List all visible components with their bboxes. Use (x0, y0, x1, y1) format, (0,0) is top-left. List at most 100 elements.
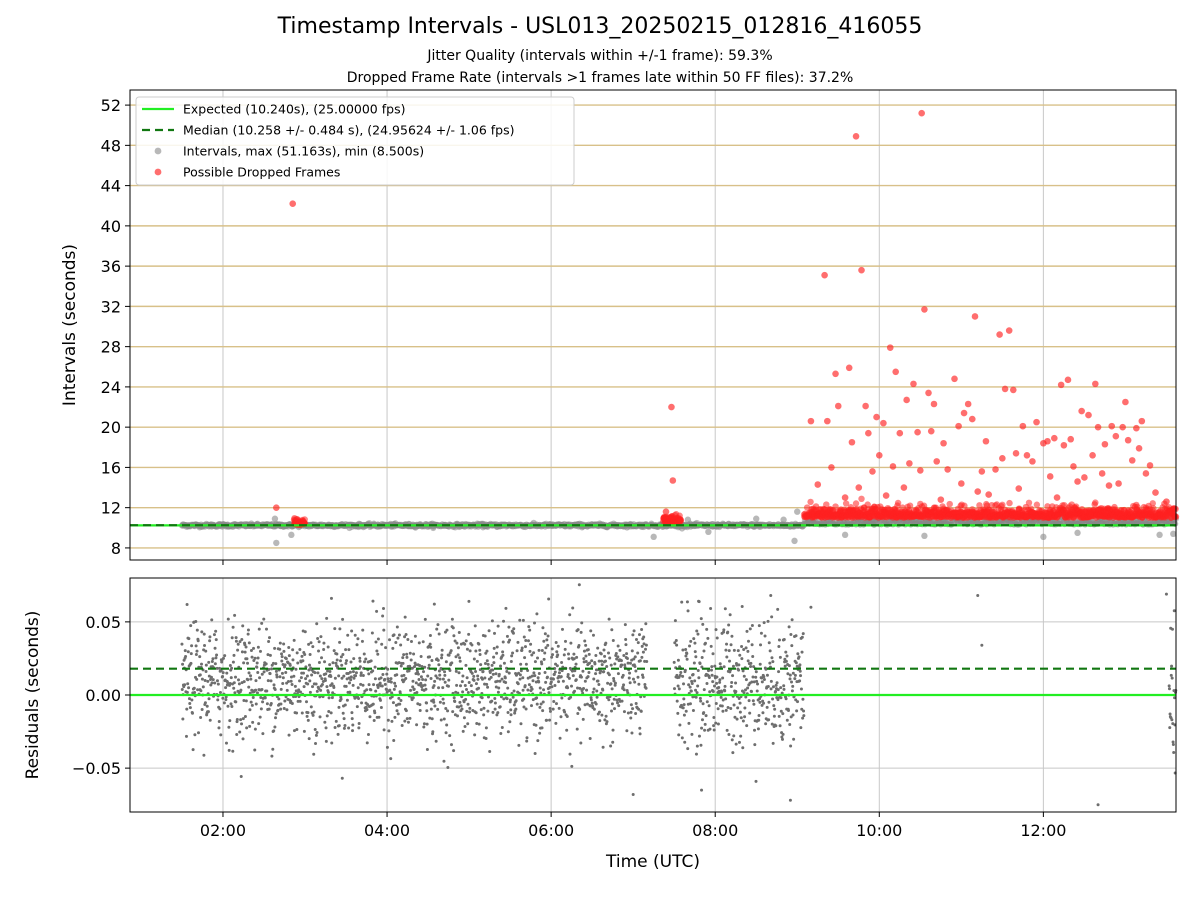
residual-point (685, 600, 689, 604)
dropped-frame-point (906, 502, 914, 509)
residual-point (634, 701, 638, 705)
dropped-frame-point (946, 500, 953, 508)
residual-point (470, 643, 474, 647)
residual-point (694, 752, 698, 756)
residual-point (711, 652, 715, 656)
residual-point (350, 711, 354, 715)
residual-point (442, 759, 446, 763)
residual-point (723, 689, 727, 693)
residual-point (185, 690, 189, 694)
residual-point (540, 662, 544, 666)
residual-point (553, 670, 557, 674)
residual-point (644, 622, 648, 626)
dropped-frame-point (1078, 407, 1085, 415)
interval-point (650, 533, 657, 541)
residual-point (386, 677, 390, 681)
residual-point (312, 752, 316, 756)
dropped-frame-point (1146, 462, 1154, 469)
residual-point (206, 679, 210, 683)
residual-point (325, 685, 329, 689)
residual-point (308, 690, 312, 694)
residual-point (231, 749, 235, 753)
dropped-frame-point (1085, 411, 1092, 419)
interval-point (794, 508, 801, 515)
residual-point (349, 678, 353, 682)
residual-point (418, 709, 422, 713)
dropped-frame-point (951, 375, 958, 383)
dropped-frame-point (944, 466, 951, 473)
residual-point (716, 707, 720, 711)
dropped-frame-point (841, 494, 849, 501)
residual-point (226, 704, 230, 708)
residual-point (555, 650, 559, 654)
residual-point (389, 677, 393, 681)
residual-point (272, 683, 276, 687)
residual-point (504, 680, 508, 684)
dropped-frame-point (1057, 381, 1065, 389)
residual-point (312, 710, 316, 714)
residual-point (198, 655, 202, 659)
residual-point (298, 679, 302, 683)
residual-point (622, 710, 626, 714)
residual-point (396, 712, 400, 716)
residual-point (507, 671, 511, 675)
interval-point (288, 531, 295, 539)
residual-point (595, 689, 599, 693)
residual-point (607, 698, 611, 702)
residual-point (228, 663, 232, 667)
residual-point (430, 717, 434, 721)
residual-point (401, 656, 405, 660)
residual-point (453, 699, 457, 703)
interval-point (921, 532, 928, 540)
residual-point (222, 701, 226, 705)
residual-point (600, 713, 604, 717)
residual-point (193, 690, 197, 694)
residual-point (474, 669, 478, 673)
intervals-grid (130, 90, 1176, 560)
residual-point (216, 698, 220, 702)
residual-point (311, 685, 315, 689)
residual-point (341, 711, 345, 715)
residual-point (385, 672, 389, 676)
residual-point (534, 723, 538, 727)
residual-point (285, 688, 289, 692)
residual-point (270, 667, 274, 671)
residual-point (526, 688, 530, 692)
residual-point (557, 680, 561, 684)
residual-point (725, 642, 729, 646)
residual-point (273, 688, 277, 692)
dropped-frame-point (1001, 385, 1009, 393)
residual-point (315, 689, 319, 693)
residual-point (469, 684, 473, 688)
residual-point (313, 671, 317, 675)
residual-point (517, 743, 521, 747)
residual-point (340, 663, 344, 667)
residual-point (303, 630, 307, 634)
residual-point (228, 719, 232, 723)
residual-point (681, 706, 685, 710)
dropped-frame-point (852, 500, 860, 507)
residual-point (254, 679, 258, 683)
residual-point (295, 727, 299, 731)
dropped-frame-point (1112, 432, 1120, 440)
dropped-frame-point (289, 200, 297, 208)
residual-point (283, 699, 287, 703)
residual-point (237, 678, 241, 682)
residual-point (610, 628, 614, 632)
residual-point (607, 673, 611, 677)
residual-point (682, 682, 686, 686)
residual-point (245, 657, 249, 661)
residual-point (280, 659, 284, 663)
y-tick-label: 16 (101, 458, 121, 477)
residual-point (197, 731, 201, 735)
residual-point (610, 709, 614, 713)
residual-point (466, 722, 470, 726)
residual-point (256, 656, 260, 660)
residual-point (518, 618, 522, 622)
y-tick-label: 52 (101, 96, 121, 115)
residual-point (307, 737, 311, 741)
residual-point (716, 722, 720, 726)
residual-point (188, 702, 192, 706)
residual-point (684, 709, 688, 713)
